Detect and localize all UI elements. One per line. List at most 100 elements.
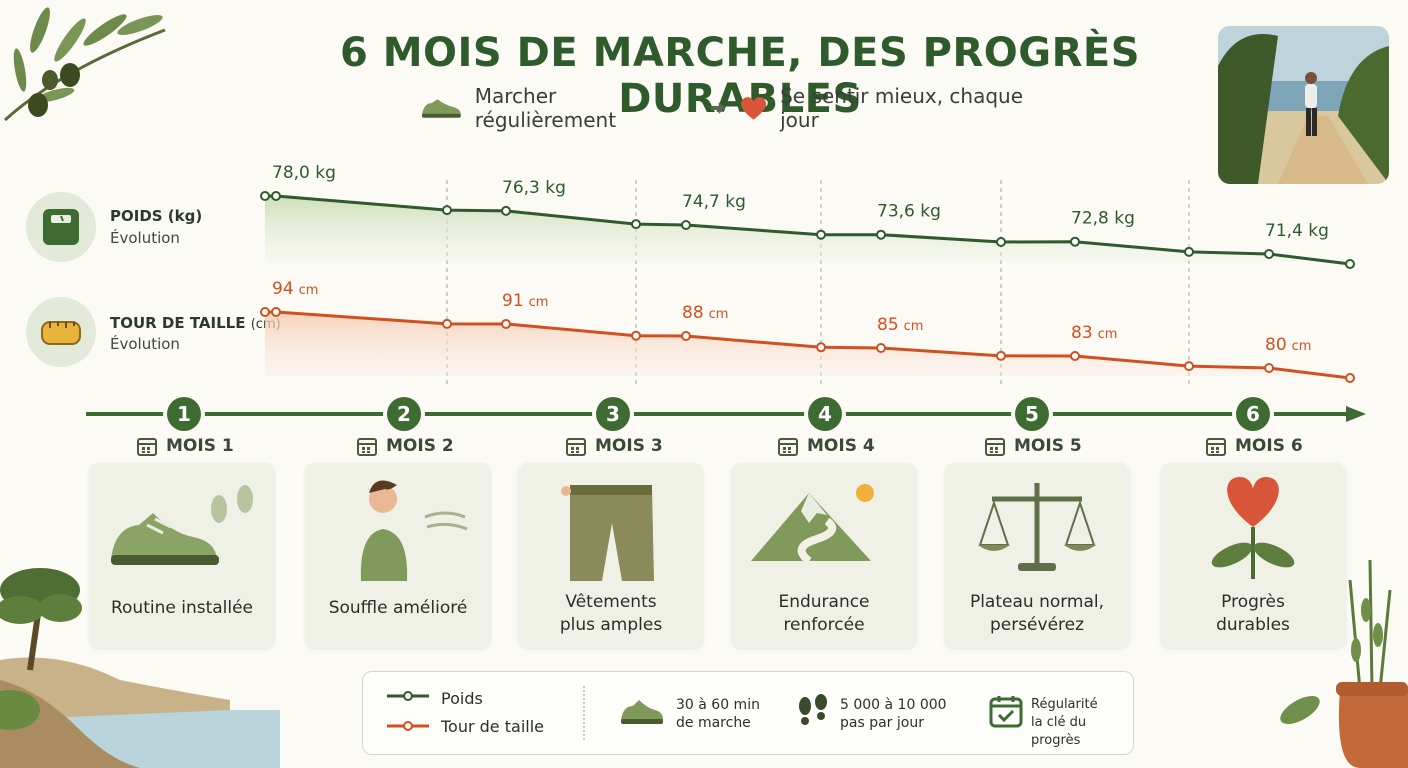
weight-value-label: 78,0 kg [272,163,336,183]
milestone-text: Progrès durables [1216,592,1290,635]
olive-branch-icon [3,7,166,122]
month-label-3: MOIS 3 [565,435,663,457]
legend-waist: Tour de taille [441,717,544,736]
waist-value-label: 85 cm [877,315,923,335]
step-number-6: 6 [1236,397,1270,431]
milestone-text: Endurance renforcée [778,592,870,635]
calendar-icon [357,438,377,456]
waist-point [442,318,452,329]
milestone-card-1: Routine installée [89,463,275,648]
weight-point [996,237,1006,247]
month-label-4: MOIS 4 [777,435,875,457]
weight-value-label: 73,6 kg [877,202,941,222]
month-label-text: MOIS 4 [807,436,875,456]
weight-point [876,229,886,240]
milestone-card-4: Endurance renforcée [731,463,917,648]
waist-value-label: 91 cm [502,291,548,311]
weight-title: POIDS (kg) [110,207,203,225]
legend-weight-swatch [387,691,429,701]
footprints-icon [799,694,827,725]
balance-scale-icon [978,483,1096,571]
weight-area [265,196,1350,264]
waist-metric-badge [26,297,96,367]
subtitle-left: Marcher régulièrement [474,84,617,132]
month-label-text: MOIS 6 [1235,436,1303,456]
waist-value-label: 80 cm [1265,335,1311,355]
milestone-card-3: Vêtements plus amples [518,463,704,648]
calendar-icon [778,438,798,456]
heart-icon [741,97,767,120]
potted-herb-icon [1280,559,1408,768]
milestone-text: Souffle amélioré [328,598,468,618]
month-label-2: MOIS 2 [356,435,454,457]
waist-point [1184,361,1194,372]
step-number-5: 5 [1015,397,1049,431]
calendar-icon [566,438,586,456]
walking-photo [1218,26,1389,184]
milestone-text: Routine installée [110,598,254,618]
mountain-path-icon [751,484,874,565]
weight-point [631,219,641,230]
legend-steps-line1: 5 000 à 10 000 [840,697,947,713]
step-number-2: 2 [387,397,421,431]
milestone-text: Plateau normal, persévérez [969,592,1105,635]
step-number-4: 4 [808,397,842,431]
calendar-icon [985,438,1005,456]
legend-regularity-line2: la clé du progrès [1031,715,1087,748]
subtitle-right: Se sentir mieux, chaque jour [780,84,1024,132]
waist-point [631,330,641,341]
waist-point [1345,373,1355,383]
legend-walk-time-line1: 30 à 60 min [676,697,760,713]
weight-point [681,220,691,230]
page-title: 6 MOIS DE MARCHE, DES PROGRÈS DURABLES [339,30,1141,122]
weight-value-label: 71,4 kg [1265,221,1329,241]
month-label-text: MOIS 3 [595,436,663,456]
waist-point [816,342,826,353]
weight-point [501,205,511,216]
waist-title-text: TOUR DE TAILLE [110,314,246,332]
waist-point [260,307,270,317]
legend-walk-time-line2: de marche [676,715,751,731]
weight-point [816,229,826,240]
coast-landscape-icon [0,568,280,768]
calendar-icon [1206,438,1226,456]
shoe-icon [621,700,663,724]
legend-walk-time: 30 à 60 min de marche [676,696,760,732]
subtitle: Marcher régulièrement Se sentir mieux, c… [420,84,1060,132]
breathing-woman-icon [360,480,468,581]
waist-point [681,331,691,341]
weight-point [1184,246,1194,257]
legend-steps-line2: pas par jour [840,715,924,731]
legend-weight: Poids [441,689,483,708]
loose-pants-icon [561,485,654,581]
waist-point [1264,363,1274,373]
weight-point [1345,259,1355,269]
milestone-card-6: Progrès durables [1160,463,1346,648]
weight-value-label: 72,8 kg [1071,209,1135,229]
shoe-icon [421,99,461,118]
legend-regularity: Régularité la clé du progrès [1031,696,1133,750]
walking-shoe-icon [111,485,253,565]
weight-point [1264,249,1274,259]
weight-point [271,191,281,201]
weight-metric-badge [26,192,96,262]
month-label-6: MOIS 6 [1205,435,1303,457]
milestone-card-5: Plateau normal, persévérez [944,463,1130,648]
month-label-1: MOIS 1 [136,435,234,457]
weight-value-label: 74,7 kg [682,192,746,212]
weight-point [442,205,452,216]
arrow-icon [711,102,726,114]
timeline-arrow [86,406,1366,422]
waist-point [1070,351,1080,361]
heart-plant-icon [1211,477,1295,579]
milestone-text: Vêtements plus amples [559,592,663,635]
weight-value-label: 76,3 kg [502,178,566,198]
legend-steps: 5 000 à 10 000 pas par jour [840,696,947,732]
waist-subtitle: Évolution [110,335,180,353]
month-label-text: MOIS 1 [166,436,234,456]
milestone-card-2: Souffle amélioré [305,463,491,648]
waist-point [876,343,886,353]
step-number-3: 3 [596,397,630,431]
waist-value-label: 94 cm [272,279,318,299]
tape-measure-icon [41,321,81,345]
